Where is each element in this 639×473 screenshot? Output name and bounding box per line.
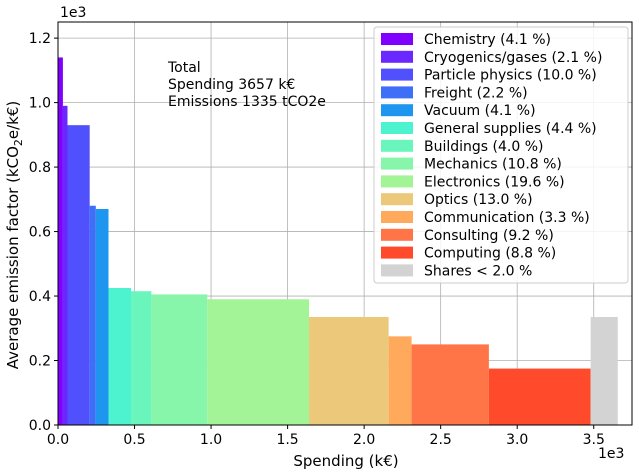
y-axis-label: Average emission factor (kCO2e/k€): [4, 101, 25, 370]
legend: Chemistry (4.1 %) Cryogenics/gases (2.1 %…: [373, 26, 629, 284]
bar-particle-physics: [67, 125, 90, 425]
y-tick-label: 0.6: [29, 225, 51, 241]
bar-computing: [488, 368, 591, 425]
x-scale-label: 1e3: [598, 446, 624, 462]
legend-box: [373, 26, 629, 284]
y-tick-label: 1.0: [29, 96, 51, 112]
y-tick-label: 0.0: [29, 418, 51, 434]
bars: [58, 57, 618, 426]
legend-entry: Mechanics (10.8 %): [424, 157, 562, 173]
legend-swatch: [381, 50, 413, 63]
legend-swatch: [381, 157, 413, 170]
bar-cryogenics-gases: [62, 105, 68, 425]
bar-mechanics: [151, 294, 208, 425]
bar-general-supplies: [108, 287, 132, 425]
legend-swatch: [381, 139, 413, 152]
bar-freight: [89, 205, 96, 425]
legend-swatch: [381, 86, 413, 99]
annotation-title: Total: [167, 60, 201, 76]
legend-entry: General supplies (4.4 %): [424, 121, 597, 137]
bar-consulting: [411, 344, 489, 425]
legend-swatch: [381, 122, 413, 134]
y-tick-label: 0.4: [29, 289, 51, 305]
y-axis-label-suffix: e/k€): [4, 101, 22, 139]
x-tick-label: 2.5: [430, 432, 452, 448]
legend-entry: Buildings (4.0 %): [424, 139, 543, 155]
bar-chemistry: [58, 57, 63, 426]
bar-communication: [388, 336, 412, 425]
legend-entry: Optics (13.0 %): [424, 192, 533, 208]
y-tick-label: 0.2: [29, 354, 51, 370]
bar-shares-2-0: [590, 316, 618, 425]
y-scale-label: 1e3: [60, 5, 86, 21]
x-tick-label: 2.0: [353, 432, 375, 448]
x-tick-label: 0.0: [47, 432, 69, 448]
x-tick-label: 0.5: [123, 432, 145, 448]
x-tick-label: 3.0: [506, 432, 528, 448]
legend-entry: Shares < 2.0 %: [424, 263, 532, 279]
annotation-emissions: Emissions 1335 tCO2e: [168, 94, 326, 110]
legend-swatch: [381, 175, 413, 188]
y-axis-label-subscript: 2: [12, 139, 25, 146]
legend-entry: Electronics (19.6 %): [424, 174, 565, 190]
legend-entry: Computing (8.8 %): [424, 246, 556, 262]
y-tick-label: 1.2: [29, 31, 51, 47]
legend-entry: Consulting (9.2 %): [424, 228, 554, 244]
legend-swatch: [381, 68, 413, 81]
x-axis-label: Spending (k€): [293, 452, 398, 470]
legend-entry: Vacuum (4.1 %): [424, 103, 536, 119]
legend-swatch: [381, 193, 413, 206]
legend-entry: Cryogenics/gases (2.1 %): [424, 50, 602, 66]
bar-vacuum: [95, 208, 109, 425]
bar-buildings: [131, 291, 152, 425]
bar-electronics: [207, 299, 310, 425]
legend-swatch: [381, 211, 413, 223]
x-tick-label: 3.5: [583, 432, 605, 448]
x-tick-label: 1.0: [200, 432, 222, 448]
legend-entry: Communication (3.3 %): [424, 210, 590, 226]
legend-swatch: [381, 33, 413, 45]
legend-entry: Freight (2.2 %): [424, 85, 528, 101]
legend-entry: Chemistry (4.1 %): [424, 32, 551, 48]
annotation-spending: Spending 3657 k€: [168, 77, 295, 93]
plot-frame: [57, 21, 633, 426]
y-tick-label: 0.8: [29, 160, 51, 176]
legend-entry: Particle physics (10.0 %): [424, 68, 597, 84]
x-tick-label: 1.5: [276, 432, 298, 448]
legend-swatch: [381, 246, 413, 259]
legend-swatch: [381, 228, 413, 241]
legend-swatch: [381, 264, 413, 277]
legend-swatch: [381, 104, 413, 117]
bar-optics: [309, 316, 389, 425]
total-annotation: Total Spending 3657 k€ Emissions 1335 tC…: [167, 60, 326, 110]
axis-ticks: 0.0 0.5 1.0 1.5 2.0 2.5 3.0 3.5 0.0 0.2 0.4 0.6 0.8 1…: [29, 31, 605, 448]
y-axis-label-prefix: Average emission factor (kCO: [4, 146, 22, 369]
